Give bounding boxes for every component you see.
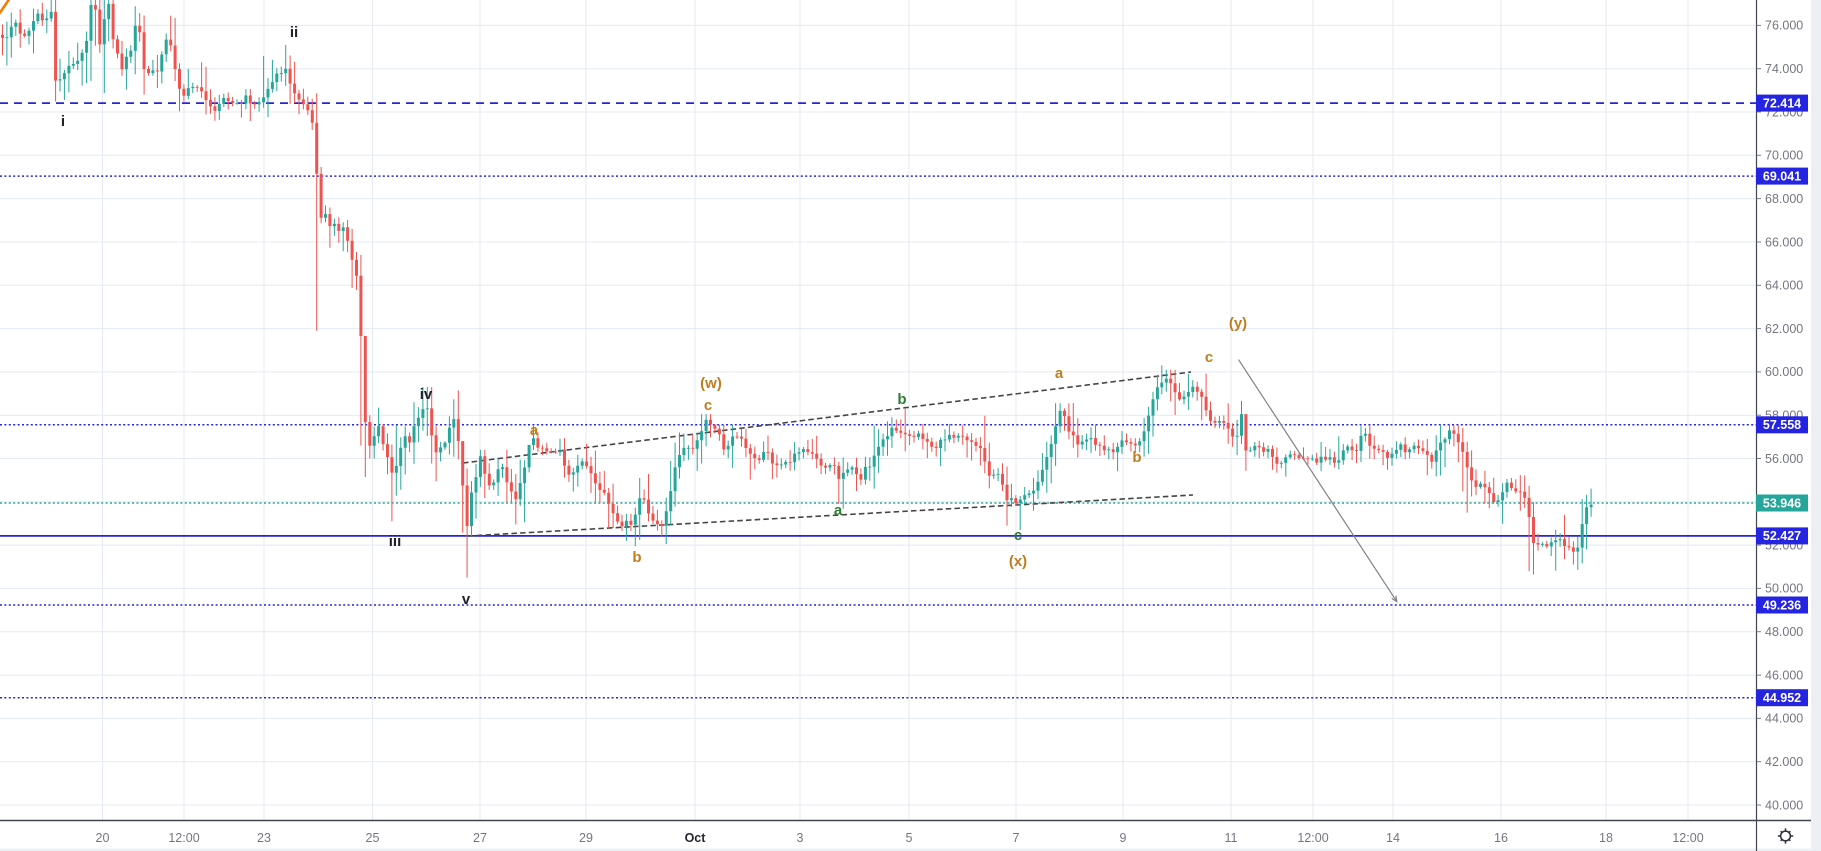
svg-text:9: 9 bbox=[1120, 831, 1127, 845]
svg-text:ii: ii bbox=[290, 24, 298, 41]
svg-text:iv: iv bbox=[420, 386, 433, 403]
svg-text:3: 3 bbox=[797, 831, 804, 845]
svg-text:b: b bbox=[632, 549, 641, 566]
svg-text:7: 7 bbox=[1013, 831, 1020, 845]
svg-text:i: i bbox=[61, 113, 65, 130]
svg-text:50.000: 50.000 bbox=[1765, 582, 1803, 596]
svg-text:c: c bbox=[704, 397, 712, 414]
svg-text:12:00: 12:00 bbox=[168, 831, 199, 845]
svg-text:(y): (y) bbox=[1229, 315, 1247, 332]
svg-text:b: b bbox=[897, 391, 906, 408]
svg-text:12:00: 12:00 bbox=[1672, 831, 1703, 845]
svg-text:48.000: 48.000 bbox=[1765, 625, 1803, 639]
svg-text:40.000: 40.000 bbox=[1765, 798, 1803, 812]
svg-text:72.414: 72.414 bbox=[1763, 96, 1801, 110]
svg-text:62.000: 62.000 bbox=[1765, 322, 1803, 336]
svg-text:12:00: 12:00 bbox=[1297, 831, 1328, 845]
svg-text:70.000: 70.000 bbox=[1765, 149, 1803, 163]
svg-text:57.558: 57.558 bbox=[1763, 418, 1801, 432]
svg-text:29: 29 bbox=[579, 831, 593, 845]
svg-text:53.946: 53.946 bbox=[1763, 496, 1801, 510]
svg-text:20: 20 bbox=[96, 831, 110, 845]
svg-text:Oct: Oct bbox=[685, 831, 707, 845]
svg-text:b: b bbox=[1132, 449, 1141, 466]
svg-text:74.000: 74.000 bbox=[1765, 62, 1803, 76]
svg-text:56.000: 56.000 bbox=[1765, 452, 1803, 466]
svg-text:23: 23 bbox=[257, 831, 271, 845]
svg-text:(w): (w) bbox=[700, 375, 722, 392]
svg-text:v: v bbox=[462, 591, 471, 608]
svg-text:5: 5 bbox=[906, 831, 913, 845]
svg-text:76.000: 76.000 bbox=[1765, 19, 1803, 33]
svg-text:44.000: 44.000 bbox=[1765, 712, 1803, 726]
svg-text:16: 16 bbox=[1494, 831, 1508, 845]
svg-text:68.000: 68.000 bbox=[1765, 192, 1803, 206]
svg-text:11: 11 bbox=[1225, 831, 1238, 845]
svg-text:46.000: 46.000 bbox=[1765, 668, 1803, 682]
svg-text:27: 27 bbox=[473, 831, 487, 845]
svg-text:60.000: 60.000 bbox=[1765, 365, 1803, 379]
svg-text:c: c bbox=[1014, 527, 1022, 544]
svg-text:42.000: 42.000 bbox=[1765, 755, 1803, 769]
svg-text:a: a bbox=[1055, 365, 1064, 382]
svg-text:66.000: 66.000 bbox=[1765, 235, 1803, 249]
svg-text:c: c bbox=[1205, 349, 1213, 366]
svg-text:64.000: 64.000 bbox=[1765, 279, 1803, 293]
svg-text:44.952: 44.952 bbox=[1763, 691, 1801, 705]
svg-text:a: a bbox=[530, 422, 539, 439]
svg-text:69.041: 69.041 bbox=[1763, 169, 1801, 183]
svg-text:iii: iii bbox=[389, 533, 402, 550]
svg-text:a: a bbox=[834, 502, 843, 519]
svg-text:49.236: 49.236 bbox=[1763, 598, 1801, 612]
svg-text:25: 25 bbox=[366, 831, 380, 845]
svg-text:(x): (x) bbox=[1009, 553, 1027, 570]
svg-text:18: 18 bbox=[1599, 831, 1613, 845]
svg-text:14: 14 bbox=[1386, 831, 1400, 845]
svg-text:52.427: 52.427 bbox=[1763, 529, 1801, 543]
